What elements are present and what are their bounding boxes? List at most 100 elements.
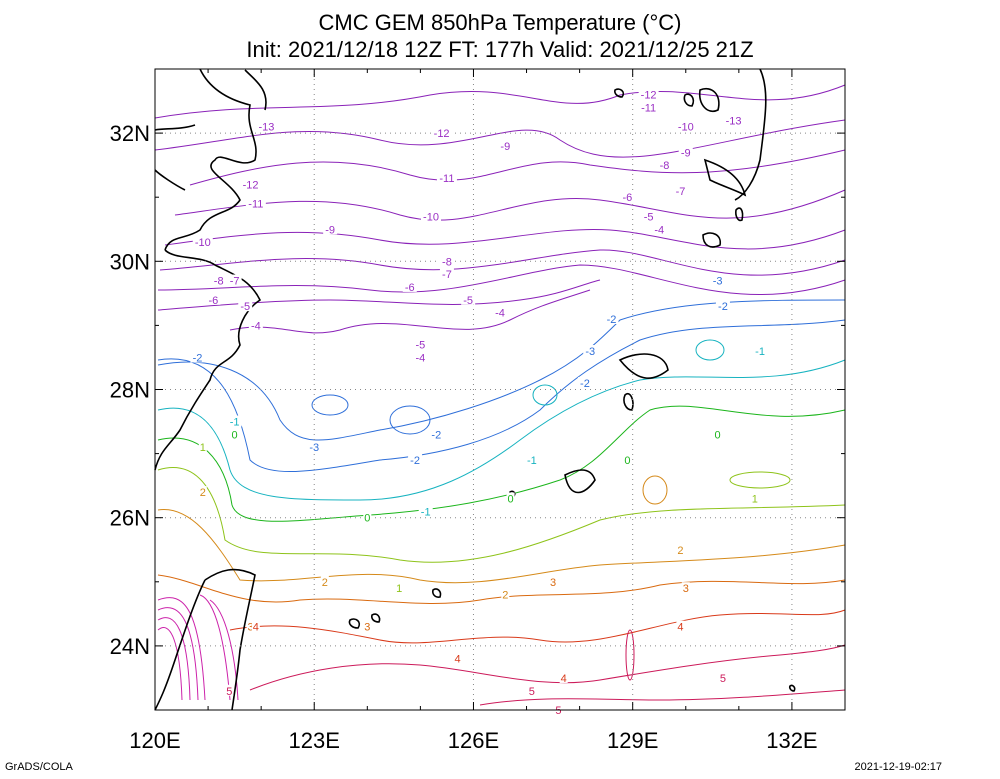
contour-label-bg [498,139,513,151]
contour-line [154,84,846,119]
coastline [154,579,206,711]
contour-label: 2 [200,487,206,499]
contour-label: 0 [715,429,721,441]
contour-label: 4 [561,673,567,685]
contour-label: -8 [214,276,224,288]
contour-label-bg [559,671,568,683]
contour-label-bg [431,127,452,139]
contour-label-bg [461,293,476,305]
contour-label-bg [657,159,672,171]
contour-label-bg [676,543,685,555]
contour-label-bg [402,280,417,292]
contour-label: -11 [439,173,454,185]
contour-label-bg [715,300,730,312]
contour-line [157,607,199,701]
coastline [618,353,669,379]
coastline [204,568,256,711]
coastline [614,88,625,98]
contour-label: -1 [527,455,537,467]
contour-label-bg [620,191,635,203]
coastline [683,93,695,107]
contour-label: -1 [230,417,240,429]
contour-label-bg [638,101,659,113]
contour-label-bg [230,428,239,440]
lon-label: 120E [129,728,180,753]
contour-label-bg [673,184,688,196]
footer-left: GrADS/COLA [5,761,73,773]
coastline [154,124,196,131]
contour-label-bg [198,486,207,498]
contour-label: 0 [624,455,630,467]
contour-label: 5 [226,686,232,698]
contour-label: -2 [193,352,203,364]
contour-label-bg [256,120,277,132]
contour-line [157,509,846,584]
contour-label-bg [678,146,693,158]
lat-label: 24N [110,634,150,659]
contour-label: -12 [434,128,450,140]
contour-label: -2 [580,378,590,390]
contour-line [479,689,846,706]
contour-label-bg [429,428,444,440]
contour-label-bg [211,274,226,286]
contour-line [157,617,191,701]
contour-label: 4 [677,622,683,634]
contour-label: -11 [641,102,656,114]
contour-label-bg [527,684,536,696]
contour-label: -7 [676,186,686,198]
contour-label-bg [240,178,261,190]
contour-label: 0 [508,493,514,505]
contour-label: -9 [500,141,510,153]
coastline [735,207,744,222]
contour-label: 1 [200,442,206,454]
contour-label: -10 [678,122,694,134]
coastline [698,88,720,112]
coastline [623,392,634,411]
contour-label-bg [623,454,632,466]
contour-label: -2 [431,429,441,441]
contour-line [199,594,231,701]
contour-closed [729,471,791,489]
contour-label: -6 [405,282,415,294]
contour-label-bg [320,575,329,587]
map-title: CMC GEM 850hPa Temperature (°C) [318,10,682,35]
contour-label-bg [227,415,242,427]
contour-label-bg [246,620,255,632]
coastline [164,68,257,251]
contour-label-bg [418,505,433,517]
contour-label: -10 [423,211,439,223]
contour-label: -3 [713,276,723,288]
contour-label: 4 [454,654,460,666]
contour-label-bg [225,684,234,696]
contour-label: -5 [415,340,425,352]
contour-labels: -13-12-9-12-11-10-13-9-8-7-6-5-4-12-11-1… [190,88,768,717]
contour-closed [625,629,635,681]
contour-label-bg [307,441,322,453]
contour-closed [642,475,668,505]
lat-label: 28N [110,378,150,403]
contour-label: 5 [720,673,726,685]
contour-label: -7 [230,276,240,288]
contour-label: -12 [243,179,259,191]
contour-label-bg [524,454,539,466]
axis-labels: 120E 123E 126E 129E 132E 32N 30N 28N 26N 24N [110,121,818,753]
contour-closed [389,405,431,435]
contour-line [157,264,846,295]
coastline [432,588,442,598]
contour-label-bg [681,582,690,594]
contour-label-bg [238,300,253,312]
contour-label: 3 [247,622,253,634]
contour-label-bg [413,338,428,350]
footer-right: 2021-12-19-02:17 [854,761,942,773]
contour-label-bg [501,588,510,600]
contour-closed [532,384,558,406]
contour-line [249,644,846,691]
contour-label: -4 [415,352,425,364]
contour-label-bg [652,223,667,235]
contour-line [157,319,846,473]
contour-label: -13 [726,115,742,127]
contour-label: -13 [259,122,275,134]
contour-label: -1 [421,506,431,518]
contour-label: 2 [502,590,508,602]
contour-label: -2 [607,314,617,326]
